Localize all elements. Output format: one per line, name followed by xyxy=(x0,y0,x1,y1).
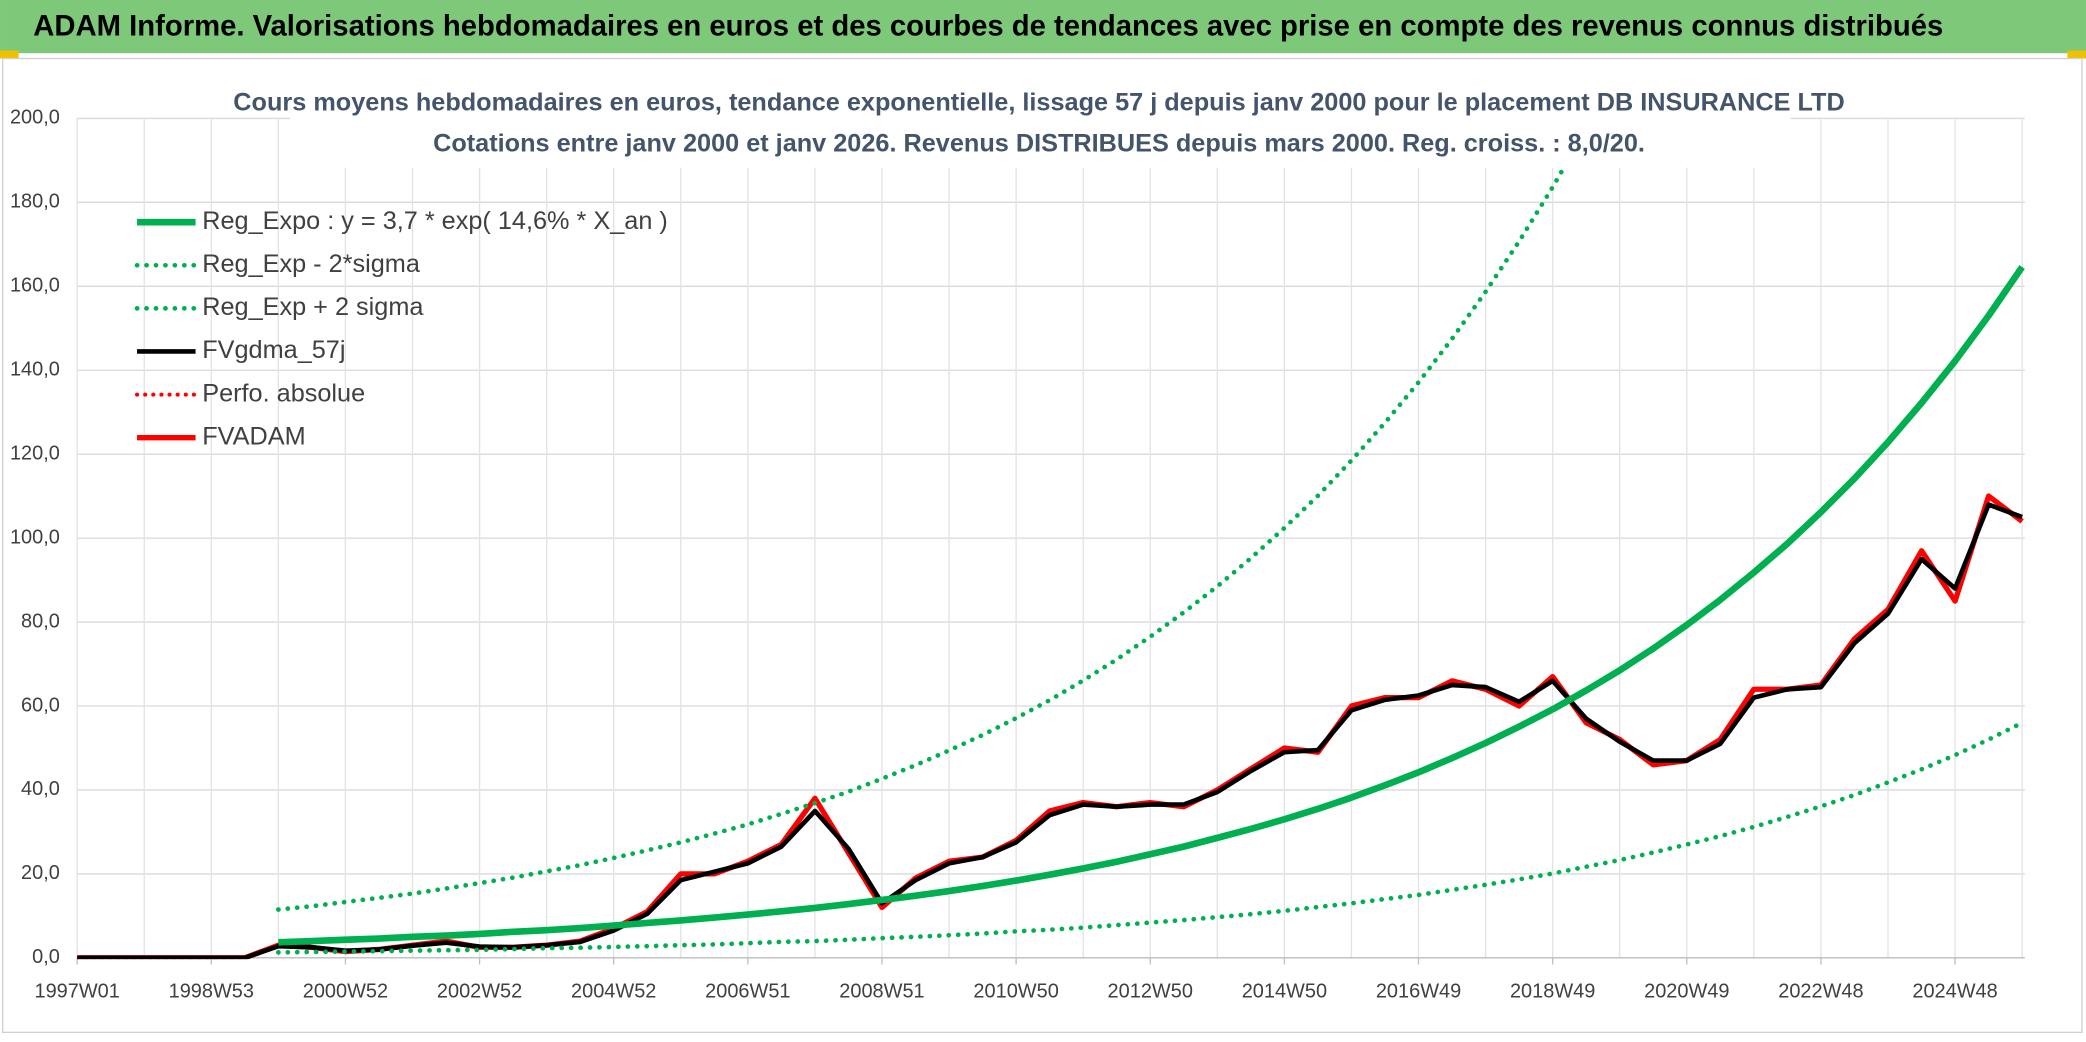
x-tick-label: 2006W51 xyxy=(705,981,790,1003)
series-line xyxy=(275,720,2025,955)
y-tick-label: 200,0 xyxy=(10,107,60,129)
chart-subtitle: Cotations entre janv 2000 et janv 2026. … xyxy=(433,130,1645,158)
y-tick-label: 20,0 xyxy=(21,862,60,884)
legend-label: Reg_Exp - 2*sigma xyxy=(202,250,421,278)
x-tick-label: 2004W52 xyxy=(571,981,656,1003)
legend-label: FVADAM xyxy=(202,422,305,450)
y-tick-label: 60,0 xyxy=(21,694,60,716)
corner xyxy=(2067,50,2086,59)
x-tick-label: 2018W49 xyxy=(1510,981,1595,1003)
frame xyxy=(2,57,2083,1034)
x-tick-label: 2010W50 xyxy=(973,981,1058,1003)
series-line xyxy=(275,118,1595,912)
y-tick-label: 140,0 xyxy=(10,358,60,380)
x-tick-label: 2012W50 xyxy=(1108,981,1193,1003)
chart-title: Cours moyens hebdomadaires en euros, ten… xyxy=(233,88,1844,116)
y-tick-label: 160,0 xyxy=(10,275,60,297)
header-title: ADAM Informe. Valorisations hebdomadaire… xyxy=(33,11,1943,43)
x-tick-label: 1998W53 xyxy=(169,981,254,1003)
x-tick-label: 2008W51 xyxy=(839,981,924,1003)
y-tick-label: 180,0 xyxy=(10,191,60,213)
legend-label: Perfo. absolue xyxy=(202,379,365,407)
series-line xyxy=(77,502,2023,960)
x-tick-label: 1997W01 xyxy=(34,981,119,1003)
y-tick-label: 100,0 xyxy=(10,526,60,548)
series-line xyxy=(77,492,2025,960)
x-tick-label: 2014W50 xyxy=(1242,981,1327,1003)
y-tick-label: 80,0 xyxy=(21,610,60,632)
x-tick-label: 2016W49 xyxy=(1376,981,1461,1003)
y-tick-label: 40,0 xyxy=(21,778,60,800)
title-box xyxy=(290,82,1791,168)
legend-label: Reg_Expo : y = 3,7 * exp( 14,6% * X_an ) xyxy=(202,207,668,235)
legend-label: Reg_Exp + 2 sigma xyxy=(202,293,424,321)
corner xyxy=(0,50,19,59)
x-tick-label: 2022W48 xyxy=(1778,981,1863,1003)
x-tick-label: 2020W49 xyxy=(1644,981,1729,1003)
header-bar xyxy=(0,0,2086,54)
y-tick-label: 120,0 xyxy=(10,442,60,464)
x-tick-label: 2002W52 xyxy=(437,981,522,1003)
series-line xyxy=(278,265,2025,946)
x-tick-label: 2000W52 xyxy=(303,981,388,1003)
x-tick-label: 2024W48 xyxy=(1912,981,1997,1003)
legend-label: FVgdma_57j xyxy=(202,336,345,364)
y-tick-label: 0,0 xyxy=(32,946,60,968)
